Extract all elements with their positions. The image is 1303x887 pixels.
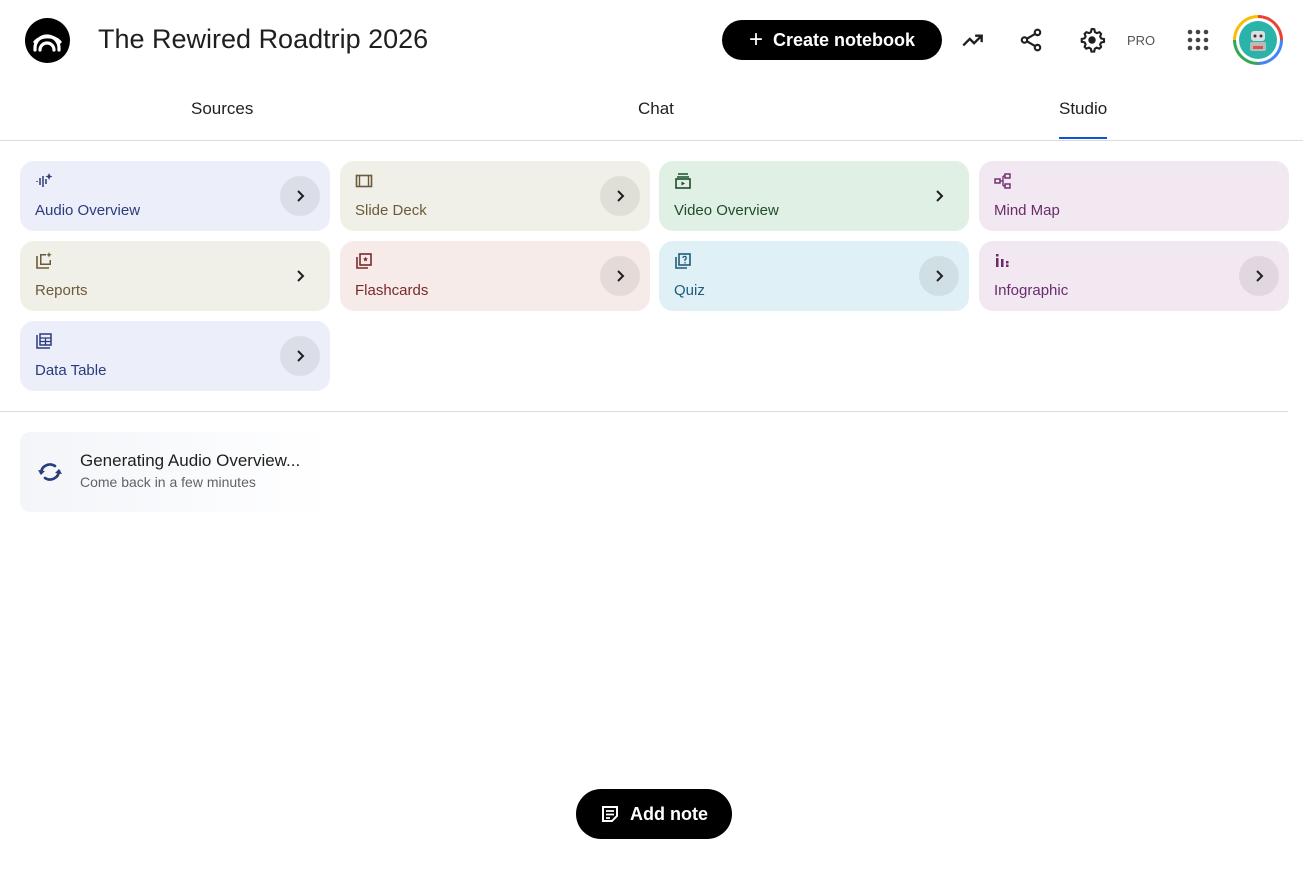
audio-waveform-icon bbox=[36, 173, 53, 187]
sync-icon bbox=[38, 463, 62, 481]
analytics-trending-icon[interactable] bbox=[958, 25, 988, 55]
slides-icon bbox=[355, 174, 373, 188]
note-icon bbox=[602, 806, 618, 822]
settings-gear-icon[interactable] bbox=[1077, 25, 1107, 55]
mind-map-icon bbox=[994, 173, 1011, 189]
chevron-right-icon bbox=[1256, 270, 1264, 282]
studio-card-label: Data Table bbox=[35, 362, 107, 379]
chevron-right-icon bbox=[617, 190, 625, 202]
studio-card-label: Video Overview bbox=[674, 202, 779, 219]
pro-badge: PRO bbox=[1127, 33, 1156, 48]
chevron-right-icon bbox=[617, 270, 625, 282]
studio-card-label: Reports bbox=[35, 282, 88, 299]
studio-card-label: Mind Map bbox=[994, 202, 1060, 219]
share-icon[interactable] bbox=[1016, 25, 1046, 55]
add-note-button[interactable]: Add note bbox=[576, 789, 732, 839]
table-icon bbox=[36, 333, 52, 349]
notebook-title[interactable]: The Rewired Roadtrip 2026 bbox=[98, 24, 429, 54]
create-notebook-label: Create notebook bbox=[772, 29, 916, 50]
open-quiz-button[interactable] bbox=[919, 256, 959, 296]
studio-card-video-overview[interactable]: Video Overview bbox=[659, 161, 969, 231]
studio-card-data-table[interactable]: Data Table bbox=[20, 321, 330, 391]
studio-card-label: Infographic bbox=[994, 282, 1069, 299]
open-flashcards-button[interactable] bbox=[600, 256, 640, 296]
chevron-right-icon bbox=[297, 350, 305, 362]
notebooklm-logo[interactable] bbox=[25, 18, 70, 63]
open-infographic-button[interactable] bbox=[1239, 256, 1279, 296]
generating-subtitle: Come back in a few minutes bbox=[80, 474, 256, 490]
studio-card-mind-map[interactable]: Mind Map bbox=[979, 161, 1289, 231]
add-note-label: Add note bbox=[630, 803, 708, 824]
studio-card-label: Quiz bbox=[674, 282, 705, 299]
quiz-icon bbox=[675, 253, 691, 269]
open-audio-overview-button[interactable] bbox=[280, 176, 320, 216]
tab-bar: Sources Chat Studio bbox=[0, 80, 1303, 141]
flashcards-icon bbox=[356, 253, 372, 269]
studio-card-quiz[interactable]: Quiz bbox=[659, 241, 969, 311]
chevron-right-icon bbox=[297, 270, 305, 282]
header: The Rewired Roadtrip 2026 + Create noteb… bbox=[0, 0, 1303, 80]
tab-studio[interactable]: Studio bbox=[1059, 99, 1108, 139]
plus-icon: + bbox=[748, 26, 763, 53]
studio-card-reports[interactable]: Reports bbox=[20, 241, 330, 311]
tab-sources[interactable]: Sources bbox=[191, 99, 254, 118]
infographic-icon bbox=[996, 254, 1009, 267]
studio-card-label: Slide Deck bbox=[355, 202, 427, 219]
studio-card-infographic[interactable]: Infographic bbox=[979, 241, 1289, 311]
open-data-table-button[interactable] bbox=[280, 336, 320, 376]
account-avatar[interactable] bbox=[1233, 15, 1283, 65]
chevron-right-icon bbox=[936, 190, 944, 202]
chevron-right-icon bbox=[297, 190, 305, 202]
reports-icon bbox=[36, 252, 52, 269]
open-slide-deck-button[interactable] bbox=[600, 176, 640, 216]
tab-chat[interactable]: Chat bbox=[638, 99, 674, 118]
chevron-right-icon bbox=[936, 270, 944, 282]
studio-card-slide-deck[interactable]: Slide Deck bbox=[340, 161, 650, 231]
studio-card-label: Flashcards bbox=[355, 282, 429, 299]
generating-title: Generating Audio Overview... bbox=[80, 451, 301, 470]
studio-card-flashcards[interactable]: Flashcards bbox=[340, 241, 650, 311]
open-reports-button[interactable] bbox=[280, 256, 320, 296]
create-notebook-button[interactable]: + Create notebook bbox=[722, 20, 942, 60]
apps-grid-icon[interactable] bbox=[1183, 25, 1213, 55]
studio-card-label: Audio Overview bbox=[35, 202, 141, 219]
studio-card-audio-overview[interactable]: Audio Overview bbox=[20, 161, 330, 231]
generating-audio-overview-item[interactable]: Generating Audio Overview... Come back i… bbox=[20, 432, 330, 512]
open-video-overview-button[interactable] bbox=[919, 176, 959, 216]
video-icon bbox=[675, 173, 691, 189]
divider bbox=[0, 411, 1288, 412]
